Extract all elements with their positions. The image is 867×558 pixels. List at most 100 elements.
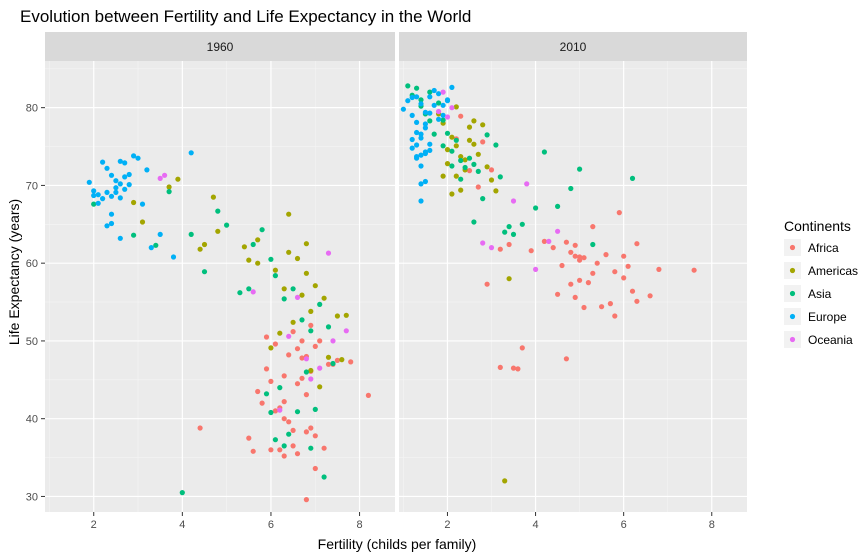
legend-marker — [789, 267, 796, 274]
data-point — [126, 171, 132, 178]
data-point — [444, 98, 451, 104]
data-point — [166, 189, 172, 195]
data-point — [555, 203, 561, 209]
data-point — [612, 269, 618, 275]
data-point — [488, 245, 495, 251]
data-point — [550, 245, 556, 251]
data-point — [317, 384, 323, 390]
data-point — [480, 196, 486, 202]
data-point — [286, 211, 292, 217]
y-tick-label: 50 — [26, 336, 38, 348]
data-point — [272, 341, 278, 347]
data-point — [422, 109, 428, 115]
data-point — [113, 189, 119, 195]
data-point — [325, 324, 332, 330]
data-point — [303, 270, 309, 276]
data-point — [647, 293, 653, 299]
data-point — [440, 102, 446, 108]
data-point — [431, 102, 437, 108]
data-point — [104, 189, 110, 195]
data-point — [117, 158, 123, 164]
data-point — [122, 160, 128, 166]
data-point — [418, 181, 424, 187]
data-point — [108, 172, 115, 178]
data-point — [475, 151, 481, 157]
data-point — [312, 433, 318, 439]
data-point — [91, 201, 97, 207]
data-point — [414, 154, 420, 160]
data-point — [91, 188, 97, 194]
data-point — [139, 219, 146, 225]
data-point — [453, 173, 459, 179]
data-point — [427, 118, 433, 124]
data-point — [555, 228, 561, 234]
legend-entry-oceania: Oceania — [784, 331, 853, 348]
data-point — [471, 141, 477, 147]
data-point — [480, 122, 486, 128]
data-point — [568, 185, 574, 192]
data-point — [466, 124, 473, 130]
data-point — [510, 365, 517, 371]
data-point — [506, 224, 512, 230]
data-point — [480, 240, 486, 246]
data-point — [250, 448, 256, 454]
data-point — [431, 131, 437, 137]
legend-title: Continents — [784, 218, 851, 234]
data-point — [405, 83, 411, 89]
data-point — [572, 294, 578, 300]
data-point — [321, 445, 327, 451]
series-africa — [197, 322, 371, 503]
data-point — [330, 338, 336, 344]
data-point — [656, 266, 662, 272]
data-point — [418, 152, 424, 158]
data-point — [303, 497, 309, 503]
data-point — [268, 378, 274, 384]
data-point — [524, 181, 530, 187]
data-point — [590, 241, 596, 248]
data-point — [691, 267, 697, 273]
data-point — [510, 198, 517, 204]
data-point — [409, 112, 415, 118]
data-point — [629, 175, 636, 181]
data-point — [585, 280, 592, 286]
data-point — [621, 275, 627, 281]
data-point — [453, 143, 459, 149]
data-point — [237, 290, 243, 296]
data-point — [466, 155, 473, 161]
data-point — [440, 117, 446, 123]
data-point — [325, 361, 332, 367]
data-point — [462, 164, 468, 171]
data-point — [321, 474, 327, 480]
legend-entry-americas: Americas — [784, 262, 858, 279]
data-point — [117, 235, 123, 241]
data-point — [135, 155, 141, 161]
data-point — [250, 289, 256, 295]
data-point — [126, 182, 132, 188]
data-point — [541, 149, 548, 155]
y-tick-label: 40 — [26, 414, 38, 426]
data-point — [108, 220, 115, 227]
x-tick-label: 6 — [268, 519, 274, 531]
y-tick-label: 30 — [26, 491, 38, 503]
data-point — [343, 328, 349, 334]
x-tick-label: 6 — [621, 519, 627, 531]
data-point — [312, 465, 318, 472]
data-point — [272, 273, 278, 279]
data-point — [414, 119, 420, 125]
data-point — [162, 172, 168, 178]
data-point — [241, 244, 247, 250]
data-point — [634, 241, 640, 247]
series-oceania — [157, 172, 349, 413]
data-point — [533, 266, 539, 272]
legend-marker — [789, 313, 796, 320]
data-point — [308, 328, 314, 334]
data-point — [325, 354, 332, 360]
panel-2010: 2010 2 4 6 8 — [399, 32, 747, 531]
data-point — [422, 121, 428, 127]
data-point — [299, 317, 305, 323]
data-point — [599, 304, 605, 310]
x-tick-label: 2 — [91, 519, 97, 531]
data-point — [528, 248, 534, 254]
data-point — [422, 125, 428, 131]
x-tick-label: 4 — [179, 519, 185, 531]
